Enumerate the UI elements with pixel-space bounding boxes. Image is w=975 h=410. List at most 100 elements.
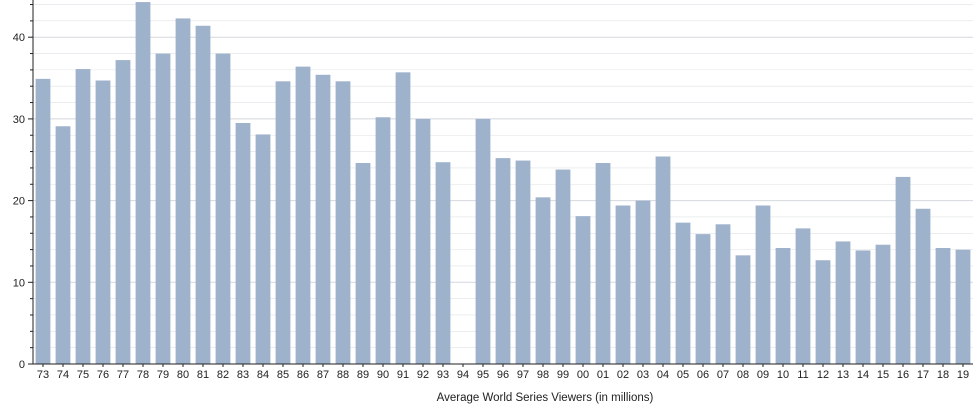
x-tick-label-12: 12 [817, 369, 829, 381]
x-tick-label-93: 93 [437, 369, 449, 381]
x-tick-label-84: 84 [257, 369, 269, 381]
bar-19 [955, 249, 971, 364]
axes [28, 0, 973, 367]
y-tick-label-20: 20 [13, 196, 25, 208]
x-tick-label-88: 88 [337, 369, 349, 381]
bar-18 [935, 247, 951, 364]
bar-17 [915, 208, 931, 364]
x-tick-label-87: 87 [317, 369, 329, 381]
x-tick-label-16: 16 [897, 369, 909, 381]
bar-85 [275, 81, 291, 365]
x-tick-label-97: 97 [517, 369, 529, 381]
bar-99 [555, 169, 571, 364]
bar-78 [135, 2, 151, 364]
bar-81 [195, 25, 211, 365]
x-tick-label-94: 94 [457, 369, 469, 381]
bar-90 [375, 117, 391, 365]
bar-09 [755, 205, 771, 364]
x-tick-label-89: 89 [357, 369, 369, 381]
bar-91 [395, 72, 411, 365]
y-tick-label-40: 40 [13, 32, 25, 44]
x-tick-label-75: 75 [77, 369, 89, 381]
bar-98 [535, 197, 551, 364]
x-tick-label-11: 11 [797, 369, 808, 381]
bar-87 [315, 74, 331, 365]
x-tick-label-79: 79 [157, 369, 169, 381]
bar-74 [55, 126, 71, 365]
bar-97 [515, 160, 531, 364]
x-tick-label-10: 10 [777, 369, 789, 381]
bar-01 [595, 163, 611, 364]
bar-05 [675, 222, 691, 364]
bar-77 [115, 60, 131, 365]
x-axis-title: Average World Series Viewers (in million… [437, 392, 654, 404]
x-tick-label-13: 13 [837, 369, 849, 381]
bar-96 [495, 158, 511, 364]
x-tick-label-14: 14 [857, 369, 869, 381]
bar-92 [415, 118, 431, 365]
x-tick-label-06: 06 [697, 369, 709, 381]
bar-86 [295, 66, 311, 364]
y-tick-label-10: 10 [13, 277, 25, 289]
x-tick-label-81: 81 [197, 369, 209, 381]
bar-73 [35, 78, 51, 364]
x-tick-label-17: 17 [917, 369, 929, 381]
y-tick-label-30: 30 [13, 114, 25, 126]
bar-15 [875, 244, 891, 364]
bar-00 [575, 216, 591, 364]
bar-06 [695, 234, 711, 364]
tick-labels: 73 74 75 76 77 78 79 80 81 82 83 84 85 86 87 88 89 90 91 92… [13, 32, 969, 381]
bar-80 [175, 18, 191, 365]
bar-89 [355, 163, 371, 364]
x-tick-label-03: 03 [637, 369, 649, 381]
bar-14 [855, 250, 871, 364]
x-tick-label-04: 04 [657, 369, 669, 381]
bar-02 [615, 205, 631, 364]
x-tick-label-80: 80 [177, 369, 189, 381]
x-tick-label-00: 00 [577, 369, 589, 381]
x-tick-label-09: 09 [757, 369, 769, 381]
x-tick-label-76: 76 [97, 369, 109, 381]
bar-10 [775, 247, 791, 364]
x-tick-label-74: 74 [57, 369, 69, 381]
x-tick-label-82: 82 [217, 369, 229, 381]
x-tick-label-19: 19 [957, 369, 969, 381]
x-tick-label-07: 07 [717, 369, 729, 381]
x-tick-label-02: 02 [617, 369, 629, 381]
bar-95 [475, 118, 491, 365]
x-tick-label-99: 99 [557, 369, 569, 381]
bars [35, 2, 971, 365]
bar-93 [435, 162, 451, 364]
x-tick-label-98: 98 [537, 369, 549, 381]
y-tick-label-0: 0 [19, 359, 25, 371]
bar-79 [155, 53, 171, 364]
bar-12 [815, 260, 831, 364]
x-tick-label-86: 86 [297, 369, 309, 381]
bar-16 [895, 176, 911, 364]
bar-04 [655, 156, 671, 364]
x-tick-label-85: 85 [277, 369, 289, 381]
x-tick-label-18: 18 [937, 369, 949, 381]
bar-13 [835, 241, 851, 364]
bar-76 [95, 80, 111, 364]
bar-07 [715, 224, 731, 364]
bar-03 [635, 200, 651, 364]
x-tick-label-77: 77 [117, 369, 129, 381]
x-tick-label-96: 96 [497, 369, 509, 381]
bar-75 [75, 69, 91, 365]
x-tick-label-91: 91 [397, 369, 409, 381]
x-tick-label-83: 83 [237, 369, 249, 381]
x-tick-label-73: 73 [37, 369, 49, 381]
x-tick-label-05: 05 [677, 369, 689, 381]
bar-82 [215, 53, 231, 364]
x-tick-label-92: 92 [417, 369, 429, 381]
bar-88 [335, 81, 351, 365]
x-tick-label-95: 95 [477, 369, 489, 381]
x-tick-label-08: 08 [737, 369, 749, 381]
bar-08 [735, 255, 751, 364]
x-tick-label-90: 90 [377, 369, 389, 381]
bar-11 [795, 228, 811, 364]
x-tick-label-01: 01 [597, 369, 609, 381]
